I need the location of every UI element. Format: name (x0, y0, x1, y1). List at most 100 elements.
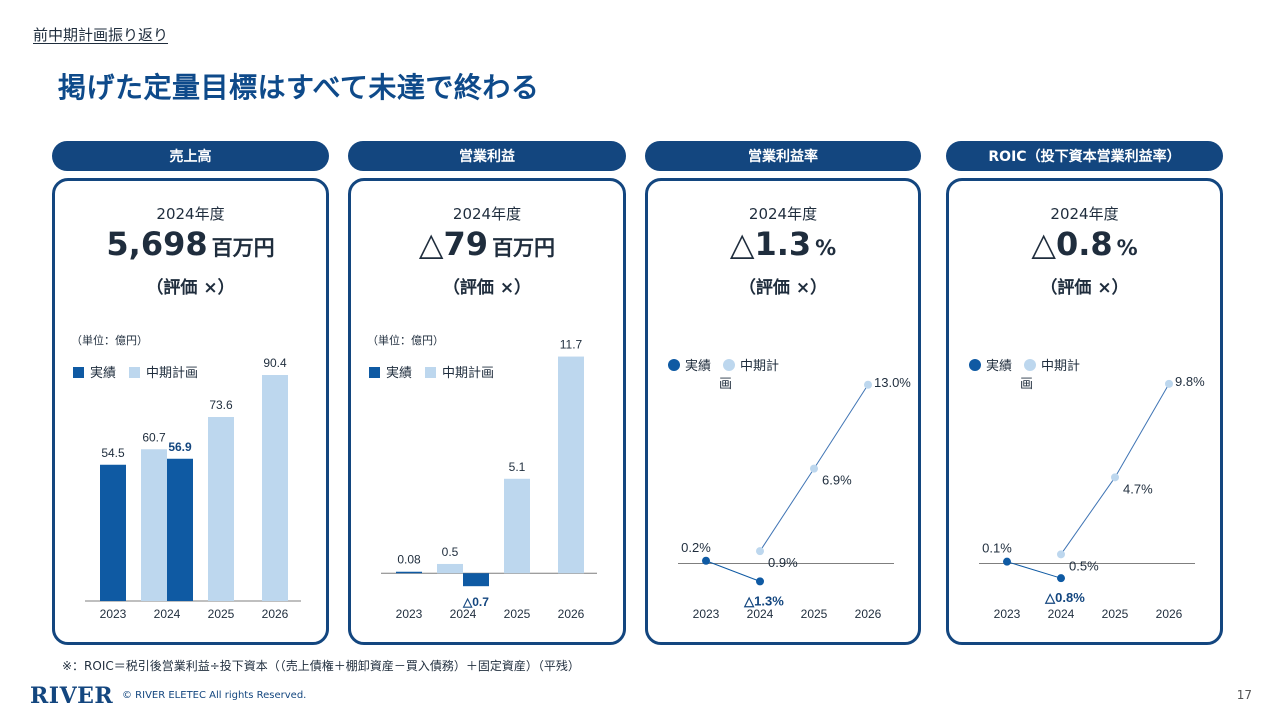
bar-actual (167, 458, 193, 601)
copyright: © RIVER ELETEC All rights Reserved. (122, 690, 307, 701)
bar-plan (208, 417, 234, 601)
data-label-actual: 0.08 (397, 553, 421, 567)
data-label-plan: 9.8% (1175, 374, 1205, 389)
data-label-actual: △1.3% (743, 593, 784, 608)
kpi-unit: 百万円 (211, 236, 275, 260)
x-tick-label: 2024 (1048, 607, 1075, 621)
kpi-value: △1.3 (729, 225, 812, 263)
series-line-plan (1060, 477, 1116, 555)
legend-swatch-plan (425, 367, 436, 378)
panel-evaluation: （評価 ×） (442, 278, 532, 298)
roic-line-chart: 実績 中期計画 0.1% △0.8% 0.5% 4.7% 9.8% 2023 2024 2025 2… (969, 358, 1205, 621)
point-plan (1165, 379, 1173, 388)
unit-note: （単位：億円） (367, 333, 444, 347)
series-line-plan (813, 384, 869, 469)
data-label-plan: 11.7 (560, 338, 583, 352)
bar-actual (396, 571, 422, 574)
x-tick-label: 2025 (1102, 607, 1129, 621)
sales-bar-chart: （単位：億円） 実績 中期計画 54.5 2023 60.756.9 2024 73.6 202… (71, 333, 301, 621)
point-plan (1111, 473, 1119, 482)
kpi-value: △79 (418, 225, 489, 263)
unit-note: （単位：億円） (71, 333, 148, 347)
data-label-plan: 4.7% (1123, 481, 1153, 496)
panel-operating-margin: 2024年度 △1.3% （評価 ×） 実績 中期計画 0.2% △1.3% 0.9% 6… (645, 178, 921, 645)
data-label-plan: 5.1 (509, 460, 526, 474)
point-actual (702, 556, 710, 565)
legend-label-plan-wrap: 画 (1020, 376, 1033, 391)
data-label-actual: △0.7 (462, 595, 489, 609)
panel-roic: 2024年度 △0.8% （評価 ×） 実績 中期計画 0.1% △0.8% 0.5% 4… (946, 178, 1223, 645)
panel-year-label: 2024年度 (748, 205, 818, 223)
x-tick-label: 2023 (693, 607, 720, 621)
x-tick-label: 2025 (801, 607, 828, 621)
kpi-unit: % (815, 236, 837, 260)
panel-kpi: △79 百万円 (351, 225, 623, 263)
x-tick-label: 2024 (154, 607, 181, 621)
series-line-plan (1114, 383, 1170, 478)
legend-swatch-actual (369, 367, 380, 378)
kpi-unit: % (1116, 236, 1138, 260)
data-label-plan: 13.0% (874, 375, 911, 390)
point-plan (756, 547, 764, 556)
data-label-plan: 90.4 (263, 356, 287, 370)
page-title: 掲げた定量目標はすべて未達で終わる (58, 71, 540, 104)
data-label-actual: △0.8% (1044, 590, 1085, 605)
x-tick-label: 2024 (450, 607, 477, 621)
data-label-plan: 6.9% (822, 473, 852, 488)
point-actual (756, 577, 764, 586)
page-number: 17 (1236, 688, 1252, 702)
panel-year-label: 2024年度 (452, 205, 522, 223)
bar-plan (558, 356, 584, 574)
point-actual (1003, 557, 1011, 566)
legend-label-plan: 中期計 (1041, 358, 1080, 373)
legend-label-actual: 実績 (685, 358, 711, 373)
bar-actual (100, 464, 126, 601)
data-label-actual: 0.2% (681, 540, 711, 555)
series-line-plan (759, 468, 815, 552)
panel-kpi: 5,698 百万円 (55, 225, 326, 263)
point-actual (1057, 574, 1065, 583)
panel-kpi: △1.3% (648, 225, 918, 263)
data-label-actual: 56.9 (168, 440, 192, 454)
x-tick-label: 2026 (558, 607, 585, 621)
bar-actual (463, 573, 489, 587)
panel-header-roic: ROIC（投下資本営業利益率） (946, 141, 1223, 171)
panel-kpi: △0.8% (949, 225, 1220, 263)
legend-swatch-actual (73, 367, 84, 378)
data-label-actual: 54.5 (101, 446, 125, 460)
panel-header-sales: 売上高 (52, 141, 329, 171)
x-tick-label: 2025 (208, 607, 235, 621)
x-tick-label: 2023 (994, 607, 1021, 621)
series-line-actual (705, 560, 761, 582)
legend-label-plan: 中期計画 (146, 365, 198, 380)
panel-sales: 2024年度 5,698 百万円 （評価 ×） （単位：億円） 実績 中期計画 54.5… (52, 178, 329, 645)
data-label-actual: 0.1% (982, 541, 1012, 556)
x-tick-label: 2023 (100, 607, 127, 621)
legend-label-actual: 実績 (986, 358, 1012, 373)
data-label-plan: 60.7 (142, 430, 166, 444)
operating-margin-line-chart: 実績 中期計画 0.2% △1.3% 0.9% 6.9% 13.0% 2023 2024 2025… (668, 358, 911, 621)
footnote: ※：ROIC＝税引後営業利益÷投下資本（（売上債権＋棚卸資産－買入債務）＋固定資… (62, 659, 580, 673)
legend-label-plan: 中期計画 (442, 365, 494, 380)
legend-label-actual: 実績 (386, 365, 412, 380)
kpi-unit: 百万円 (492, 236, 556, 260)
panel-evaluation: （評価 ×） (738, 278, 828, 298)
bar-plan (504, 478, 530, 574)
legend-swatch-plan (723, 359, 735, 371)
data-label-plan: 73.6 (209, 398, 233, 412)
x-tick-label: 2026 (262, 607, 289, 621)
legend-label-plan-wrap: 画 (719, 376, 732, 391)
legend-label-plan: 中期計 (740, 358, 779, 373)
x-tick-label: 2024 (747, 607, 774, 621)
legend-swatch-plan (1024, 359, 1036, 371)
bar-plan (141, 449, 167, 601)
data-label-plan: 0.5% (1069, 558, 1099, 573)
legend-swatch-actual (969, 359, 981, 371)
panel-year-label: 2024年度 (1050, 205, 1119, 223)
breadcrumb: 前中期計画振り返り (33, 26, 169, 44)
panel-operating-profit: 2024年度 △79 百万円 （評価 ×） （単位：億円） 実績 中期計画 0.08 20… (348, 178, 626, 645)
data-label-plan: 0.9% (768, 555, 798, 570)
company-logo: RIVER (30, 683, 114, 709)
bar-plan (262, 375, 288, 601)
panel-header-operating-profit: 営業利益 (348, 141, 626, 171)
